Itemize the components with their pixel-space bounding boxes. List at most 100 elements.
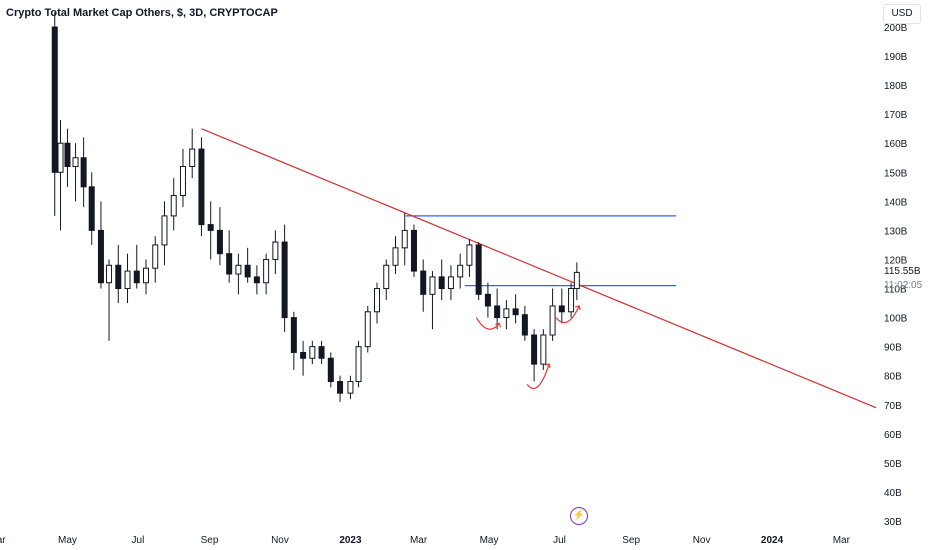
y-tick-label: 70B bbox=[884, 401, 902, 412]
y-tick-label: 80B bbox=[884, 372, 902, 383]
candle-16 bbox=[189, 128, 196, 179]
candle-41 bbox=[420, 259, 427, 312]
candle-32 bbox=[337, 375, 344, 402]
y-tick-label: 170B bbox=[884, 110, 908, 121]
last-price-label: 115.55B bbox=[884, 266, 921, 277]
y-tick-label: 150B bbox=[884, 168, 908, 179]
candle-10 bbox=[133, 244, 140, 289]
y-tick-label: 100B bbox=[884, 314, 908, 325]
candle-22 bbox=[244, 247, 251, 283]
candle-8 bbox=[115, 244, 122, 304]
candle-6 bbox=[97, 201, 104, 289]
y-tick-label: 110B bbox=[884, 285, 907, 296]
candle-0 bbox=[51, 12, 58, 216]
candle-52 bbox=[521, 305, 528, 341]
y-tick-label: 40B bbox=[884, 488, 902, 499]
x-tick-label: Jul bbox=[553, 535, 566, 546]
candle-15 bbox=[179, 149, 186, 208]
bar-countdown: 11:02:05 bbox=[884, 280, 923, 291]
x-tick-label: May bbox=[480, 535, 499, 546]
candle-23 bbox=[253, 265, 260, 295]
y-tick-label: 90B bbox=[884, 343, 902, 354]
x-tick-label: Sep bbox=[201, 535, 219, 546]
x-tick-label: Nov bbox=[271, 535, 289, 546]
x-tick-label: Mar bbox=[833, 535, 851, 546]
candle-19 bbox=[216, 207, 223, 266]
candle-33 bbox=[347, 375, 354, 399]
y-tick-label: 200B bbox=[884, 23, 908, 34]
candle-50 bbox=[503, 300, 510, 330]
x-tick-label: Mar bbox=[410, 535, 428, 546]
candle-7 bbox=[106, 259, 113, 341]
candle-47 bbox=[475, 242, 482, 301]
horizontal-levels bbox=[405, 215, 677, 287]
candle-39 bbox=[401, 212, 408, 266]
y-tick-label: 120B bbox=[884, 255, 908, 266]
candle-56 bbox=[558, 288, 565, 324]
candle-25 bbox=[272, 230, 279, 274]
x-tick-label: 2023 bbox=[339, 535, 362, 546]
y-tick-label: 30B bbox=[884, 517, 902, 528]
annotation-arrowhead-1 bbox=[544, 363, 551, 369]
candle-11 bbox=[143, 259, 150, 295]
x-tick-label: 2024 bbox=[761, 535, 784, 546]
candle-14 bbox=[170, 178, 177, 231]
candle-57 bbox=[568, 282, 575, 318]
candle-27 bbox=[290, 311, 297, 370]
annotation-arrowhead-2 bbox=[575, 305, 581, 311]
candles bbox=[51, 12, 580, 402]
candle-54 bbox=[540, 329, 547, 370]
candle-51 bbox=[512, 294, 519, 324]
candle-13 bbox=[161, 201, 168, 266]
y-tick-label: 130B bbox=[884, 226, 908, 237]
candle-1 bbox=[57, 119, 64, 231]
x-tick-label: Nov bbox=[693, 535, 711, 546]
candle-37 bbox=[383, 259, 390, 301]
candle-28 bbox=[300, 340, 307, 376]
x-axis: Mar May Jul Sep Nov 2023 Mar May Jul Sep Nov 2024 Ma… bbox=[0, 535, 851, 546]
annotation-arc-2 bbox=[555, 305, 580, 324]
candle-38 bbox=[392, 236, 399, 274]
candle-30 bbox=[318, 340, 325, 365]
x-tick-label: Mar bbox=[0, 535, 6, 546]
trendline-layer bbox=[201, 128, 877, 409]
candle-55 bbox=[549, 288, 556, 341]
candle-43 bbox=[438, 259, 445, 301]
x-tick-label: Jul bbox=[132, 535, 145, 546]
lightning-icon[interactable]: ⚡ bbox=[570, 507, 588, 525]
candle-5 bbox=[88, 172, 95, 245]
candle-21 bbox=[235, 253, 242, 295]
annotation-arc-0 bbox=[475, 317, 500, 330]
y-tick-label: 160B bbox=[884, 139, 908, 150]
x-tick-label: May bbox=[58, 535, 77, 546]
pattern-annotations bbox=[475, 305, 581, 389]
currency-button[interactable]: USD bbox=[883, 4, 921, 24]
candle-31 bbox=[327, 352, 334, 388]
y-tick-label: 50B bbox=[884, 459, 902, 470]
candle-48 bbox=[484, 282, 491, 318]
candle-44 bbox=[447, 265, 454, 301]
x-tick-label: Sep bbox=[622, 535, 640, 546]
annotation-arc-1 bbox=[526, 363, 550, 389]
y-tick-label: 60B bbox=[884, 430, 902, 441]
candle-26 bbox=[281, 224, 288, 333]
candle-35 bbox=[364, 305, 371, 353]
candle-4 bbox=[80, 137, 87, 208]
candle-3 bbox=[72, 143, 79, 202]
y-tick-label: 140B bbox=[884, 197, 908, 208]
y-tick-label: 180B bbox=[884, 81, 908, 92]
candle-2 bbox=[64, 128, 71, 187]
candle-9 bbox=[124, 253, 131, 304]
candle-40 bbox=[410, 224, 417, 277]
y-tick-label: 190B bbox=[884, 52, 908, 63]
y-axis: 30B 40B 50B 60B 70B 80B 90B 100B 110B 120B 130B 140… bbox=[884, 23, 908, 528]
annotation-arrowhead-0 bbox=[495, 322, 502, 328]
candle-58 bbox=[573, 262, 580, 301]
candle-12 bbox=[152, 236, 159, 283]
candle-49 bbox=[494, 288, 501, 330]
candle-45 bbox=[457, 253, 464, 289]
trendline bbox=[201, 128, 877, 409]
candle-53 bbox=[531, 329, 538, 382]
candle-29 bbox=[309, 340, 316, 365]
